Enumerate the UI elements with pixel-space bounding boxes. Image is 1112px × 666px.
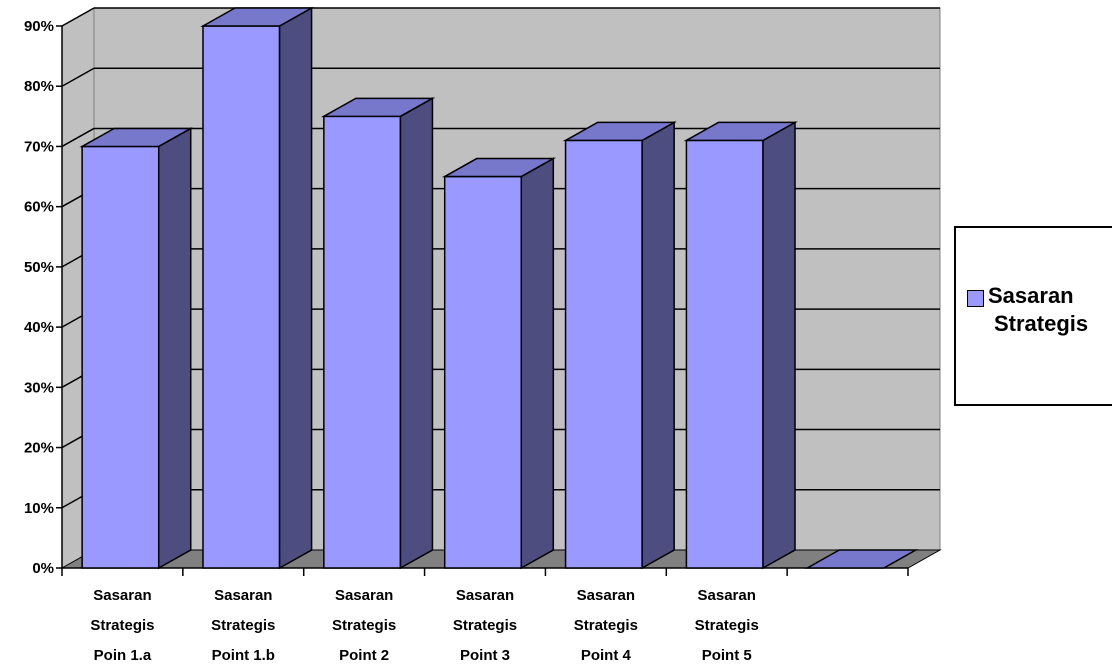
bar bbox=[804, 549, 919, 569]
category-label: Sasaran bbox=[93, 587, 151, 604]
category-label: Point 2 bbox=[339, 647, 389, 664]
y-tick-label: 50% bbox=[24, 259, 54, 276]
legend-swatch bbox=[967, 290, 984, 307]
y-tick-label: 0% bbox=[32, 560, 54, 577]
bar-side bbox=[278, 6, 313, 570]
category-label: Sasaran bbox=[335, 587, 393, 604]
bar-side bbox=[399, 97, 434, 570]
y-tick-label: 40% bbox=[24, 319, 54, 336]
bar-side bbox=[762, 121, 796, 570]
y-tick-label: 60% bbox=[24, 199, 54, 216]
category-label: Strategis bbox=[332, 617, 396, 634]
y-tick-labels: 0% 10% 20% 30% 40% 50% 60% 70% 80% 90% bbox=[24, 18, 54, 577]
bar bbox=[683, 121, 798, 570]
gridline-side bbox=[61, 67, 95, 87]
y-tick-label: 80% bbox=[24, 78, 54, 95]
bar-top bbox=[200, 7, 315, 27]
bar bbox=[562, 121, 678, 570]
category-label: Point 3 bbox=[460, 647, 510, 664]
bar-front bbox=[685, 139, 764, 569]
y-tick-label: 90% bbox=[24, 18, 54, 35]
y-tick-label: 70% bbox=[24, 138, 54, 155]
bar bbox=[200, 6, 315, 570]
bar-front bbox=[443, 175, 523, 569]
bar-top bbox=[79, 127, 194, 148]
bar-front bbox=[323, 115, 402, 569]
y-tick-label: 10% bbox=[24, 500, 54, 517]
category-labels: Sasaran Strategis Poin 1.a Sasaran Strategis… bbox=[90, 587, 758, 664]
category-label: Sasaran bbox=[456, 587, 514, 604]
bar-front bbox=[81, 145, 160, 569]
legend-label-line1: Sasaran bbox=[988, 283, 1074, 308]
category-label: Strategis bbox=[90, 617, 154, 634]
bars bbox=[79, 6, 919, 570]
category-label: Point 1.b bbox=[212, 647, 275, 664]
legend: Sasaran Strategis bbox=[954, 226, 1112, 406]
category-label: Poin 1.a bbox=[94, 647, 152, 664]
gridline-side bbox=[61, 127, 95, 148]
bar-front bbox=[564, 139, 643, 569]
bar-front bbox=[202, 25, 281, 569]
legend-label-line2: Strategis bbox=[994, 311, 1089, 336]
bar-top bbox=[804, 549, 919, 569]
bar bbox=[79, 127, 194, 570]
bar-top bbox=[320, 97, 436, 118]
category-label: Strategis bbox=[695, 617, 759, 634]
gridline-side bbox=[61, 7, 95, 27]
category-label: Strategis bbox=[453, 617, 517, 634]
y-tick-label: 20% bbox=[24, 440, 54, 457]
bar-side bbox=[641, 121, 675, 570]
bar-side bbox=[157, 127, 192, 570]
category-label: Point 4 bbox=[581, 647, 632, 664]
category-label: Point 5 bbox=[702, 647, 752, 664]
category-label: Sasaran bbox=[214, 587, 272, 604]
category-label: Strategis bbox=[574, 617, 638, 634]
bar-top bbox=[441, 157, 557, 178]
bar-top bbox=[683, 121, 798, 142]
bar-top bbox=[562, 121, 678, 142]
y-tick-label: 30% bbox=[24, 379, 54, 396]
bar bbox=[441, 157, 557, 570]
legend-label: Sasaran Strategis bbox=[988, 282, 1112, 338]
category-label: Sasaran bbox=[577, 587, 635, 604]
category-label: Strategis bbox=[211, 617, 275, 634]
bar bbox=[320, 97, 436, 570]
bar-side bbox=[520, 157, 555, 570]
category-label: Sasaran bbox=[698, 587, 756, 604]
